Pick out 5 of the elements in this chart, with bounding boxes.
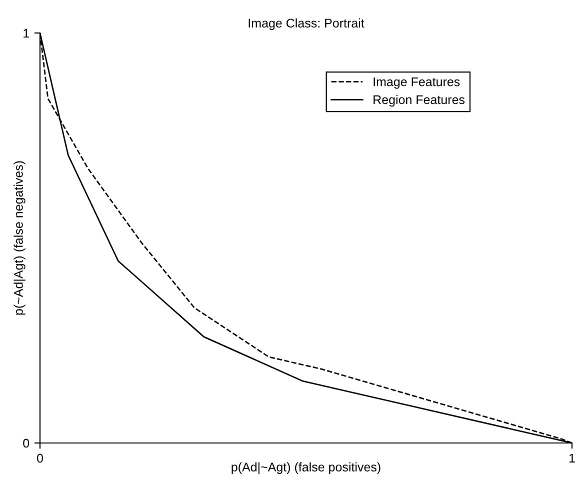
y-axis-title: p(~Ad|Agt) (false negatives) [14,161,26,315]
chart-title: Image Class: Portrait [248,18,364,30]
x-axis-title: p(Ad|~Agt) (false positives) [232,462,380,474]
legend-label: Image Features [374,78,460,89]
legend-label: Region Features [374,94,465,107]
